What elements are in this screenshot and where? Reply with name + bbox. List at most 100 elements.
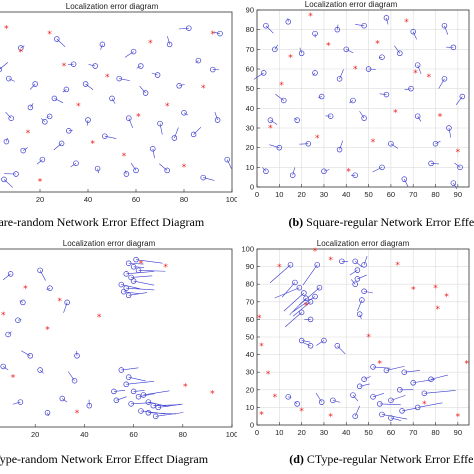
error-line	[372, 393, 385, 398]
error-line	[151, 72, 158, 76]
y-tick-label: 30	[246, 124, 254, 133]
node-marker	[361, 115, 367, 121]
node-marker	[285, 394, 291, 400]
node-marker	[307, 316, 314, 323]
anchor-marker: *	[38, 177, 43, 187]
node-marker	[171, 135, 178, 141]
node-marker	[58, 140, 65, 147]
error-line	[88, 64, 96, 67]
error-line	[100, 44, 103, 50]
error-line	[339, 69, 344, 79]
node-marker	[410, 28, 416, 35]
node-marker	[118, 367, 125, 373]
anchor-marker: *	[411, 286, 416, 296]
error-line	[284, 312, 302, 328]
x-tick-label: 40	[342, 190, 350, 199]
node-marker	[312, 293, 318, 300]
node-marker	[352, 413, 358, 419]
anchor-marker: *	[165, 102, 170, 112]
node-marker	[383, 367, 390, 374]
anchor-marker: *	[11, 373, 16, 383]
node-marker	[399, 408, 405, 414]
error-line	[19, 300, 24, 303]
error-line	[178, 27, 189, 30]
y-tick-label: 100	[241, 245, 254, 254]
node-marker	[145, 410, 152, 416]
error-line	[39, 270, 46, 281]
node-marker	[94, 165, 101, 172]
node-marker	[3, 138, 10, 145]
anchor-marker: *	[58, 297, 63, 307]
x-tick-label: 80	[431, 190, 439, 199]
anchor-marker: *	[19, 48, 24, 58]
error-line	[126, 271, 155, 275]
anchor-marker: *	[163, 263, 168, 273]
error-line	[346, 49, 354, 54]
y-tick-label: 80	[246, 25, 254, 34]
node-marker	[15, 317, 21, 323]
anchor-marker: *	[183, 382, 188, 392]
x-tick-label: 20	[36, 195, 44, 204]
error-line	[404, 88, 412, 91]
error-line	[131, 275, 153, 278]
anchor-marker: *	[105, 73, 110, 83]
chart-title: Localization error diagram	[305, 0, 398, 9]
anchor-marker: *	[456, 148, 461, 158]
error-line	[68, 129, 73, 132]
node-marker	[383, 15, 390, 21]
node-marker	[102, 133, 108, 139]
error-line	[104, 135, 117, 139]
error-line	[332, 400, 341, 403]
node-marker	[130, 388, 137, 395]
node-marker	[312, 30, 318, 37]
node-marker	[18, 45, 24, 51]
node-marker	[20, 147, 26, 154]
y-tick-label: 60	[246, 315, 254, 324]
anchor-marker: *	[308, 12, 313, 22]
x-tick-label: 60	[129, 430, 137, 439]
node-marker	[123, 381, 129, 388]
node-marker	[379, 54, 385, 60]
error-line	[130, 162, 137, 171]
node-marker	[214, 117, 221, 123]
node-marker	[388, 397, 394, 404]
error-line	[269, 144, 280, 148]
y-tick-label: 20	[246, 385, 254, 394]
error-line	[292, 167, 296, 176]
node-marker	[441, 76, 448, 82]
y-tick-label: 0	[250, 183, 254, 192]
anchor-marker: *	[353, 65, 358, 75]
error-line	[357, 299, 363, 312]
error-line	[372, 167, 383, 173]
node-marker	[92, 63, 98, 69]
chart-caption-c: e) CType-random Network Error Effect Dia…	[0, 444, 209, 474]
node-marker	[263, 168, 269, 175]
node-marker	[130, 48, 137, 55]
x-tick-label: 70	[409, 428, 417, 437]
node-marker	[361, 288, 367, 294]
node-marker	[361, 376, 367, 382]
anchor-marker: *	[122, 152, 127, 162]
error-line	[390, 417, 402, 421]
anchor-marker: *	[315, 134, 320, 144]
error-line	[85, 83, 94, 90]
node-marker	[352, 172, 358, 178]
error-line	[281, 282, 296, 298]
anchor-marker: *	[328, 256, 333, 266]
node-marker	[292, 279, 298, 286]
chart-title: Localization error diagram	[317, 239, 410, 248]
error-line	[133, 390, 145, 392]
node-marker	[59, 395, 66, 402]
node-marker	[130, 264, 137, 270]
anchor-marker: *	[393, 108, 398, 118]
caption-text-d: CType-regular Network Error Effect Diagr…	[306, 452, 474, 466]
node-marker	[414, 113, 421, 119]
node-marker	[135, 393, 142, 400]
chart-panel-c: Localization error diagram 20 40 60 80 100 * * *…	[0, 237, 237, 474]
error-line	[124, 51, 134, 58]
plot-frame	[0, 11, 233, 193]
anchor-marker: *	[266, 370, 271, 380]
chart-panel-b: Localization error diagram 0 10 20 30 40 50 60 7…	[237, 0, 474, 237]
error-line	[70, 162, 77, 168]
error-line	[121, 284, 141, 290]
